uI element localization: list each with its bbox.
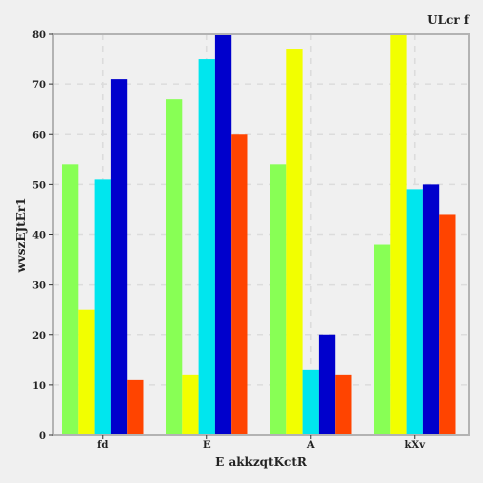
bar xyxy=(231,134,248,435)
bar xyxy=(406,189,423,435)
bar xyxy=(198,59,215,435)
y-tick-label: 10 xyxy=(32,381,46,392)
bar xyxy=(439,214,456,435)
y-tick-label: 30 xyxy=(32,281,46,292)
bar xyxy=(390,34,407,435)
bar xyxy=(166,99,183,435)
chart-title: ULcr f xyxy=(427,13,470,27)
x-tick-label: fd xyxy=(97,440,108,451)
bar xyxy=(270,164,287,435)
y-tick-label: 20 xyxy=(32,331,46,342)
bar xyxy=(182,374,199,435)
bar xyxy=(318,334,336,435)
bars xyxy=(62,34,456,436)
bar xyxy=(214,34,232,435)
x-axis-title: E akkzqtKctR xyxy=(215,455,308,469)
x-tick-label: A xyxy=(306,440,315,451)
grid xyxy=(53,34,469,435)
bar xyxy=(335,374,352,435)
y-axis-title: wvszEJtEr1 xyxy=(14,197,28,273)
bar xyxy=(110,79,128,436)
y-tick-label: 70 xyxy=(32,80,46,91)
bar xyxy=(127,379,144,435)
y-tick-label: 80 xyxy=(32,30,46,41)
bar xyxy=(286,49,303,435)
x-tick-label: kXv xyxy=(405,440,427,451)
y-axis-ticks: 0 10 20 30 40 50 60 70 80 xyxy=(32,30,53,442)
bar xyxy=(78,309,95,435)
bar xyxy=(94,179,111,435)
bar xyxy=(374,244,391,435)
y-tick-label: 50 xyxy=(32,180,46,191)
x-tick-label: E xyxy=(203,440,211,451)
bar xyxy=(302,369,319,435)
y-tick-label: 0 xyxy=(39,431,46,442)
y-tick-label: 60 xyxy=(32,130,46,141)
bar xyxy=(422,184,440,435)
y-tick-label: 40 xyxy=(32,231,46,242)
bar xyxy=(62,164,79,435)
